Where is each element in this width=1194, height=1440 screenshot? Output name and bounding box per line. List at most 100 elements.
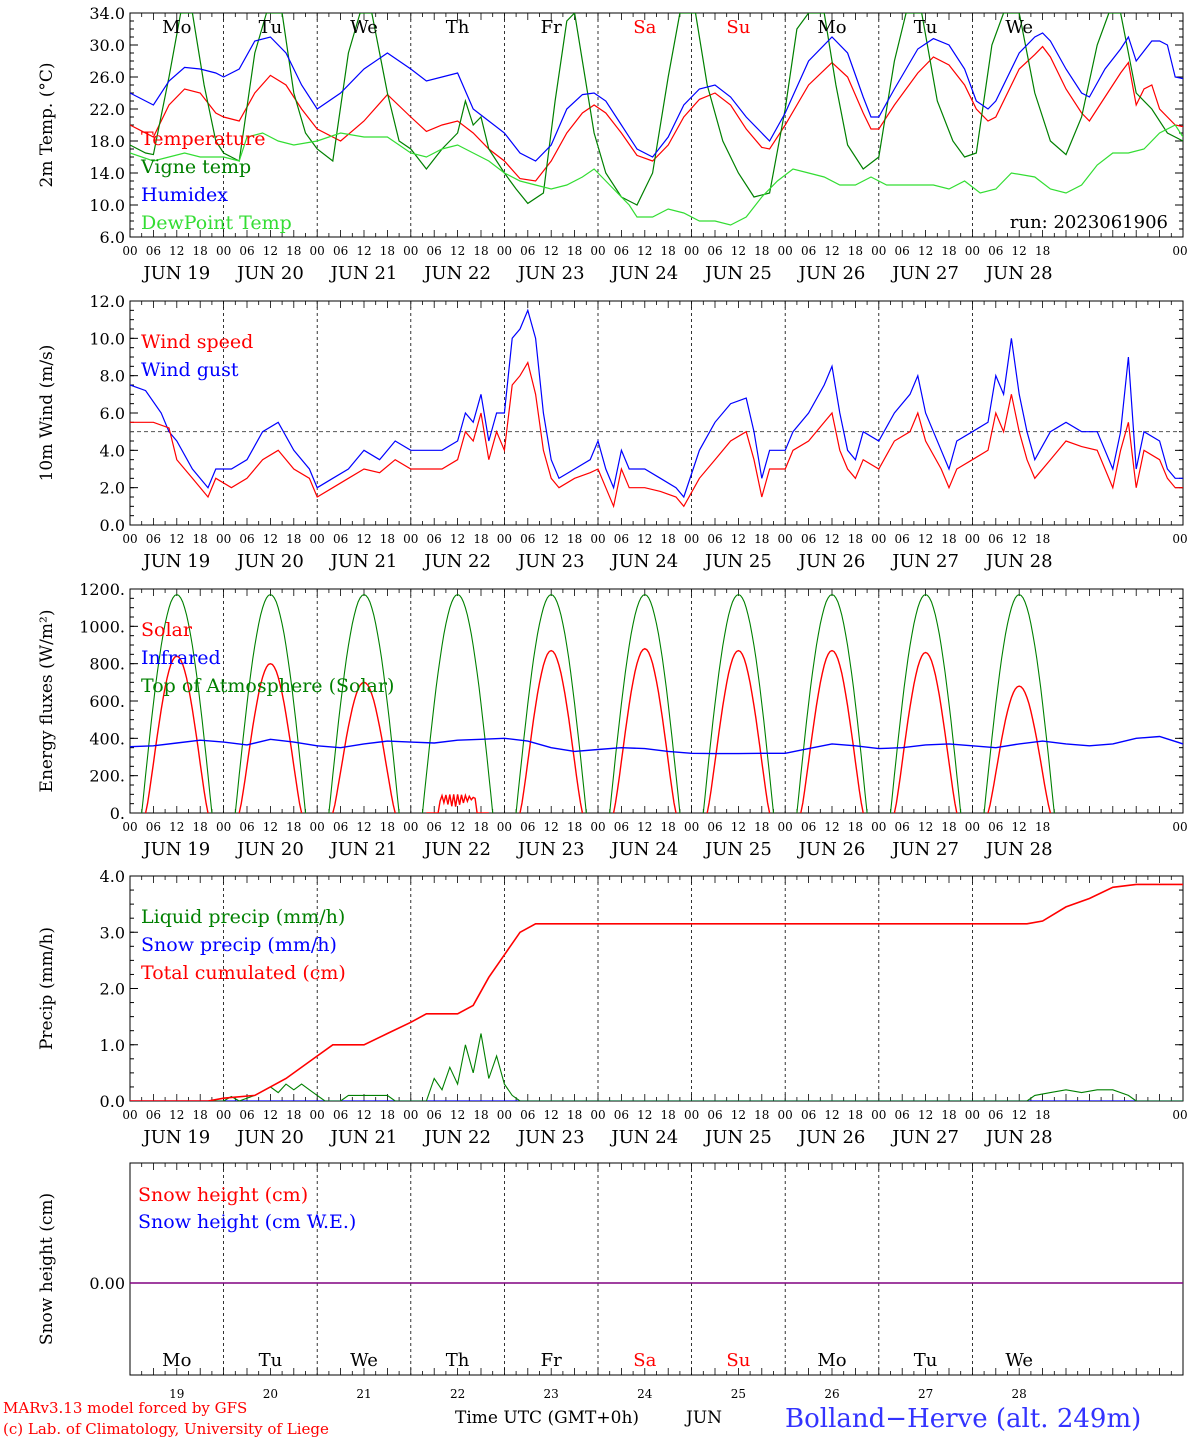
day-abbr: Mo [162, 17, 191, 38]
x-tick-label: 00 [778, 532, 793, 546]
x-tick-label: 00 [590, 1108, 605, 1122]
y-tick-label: 0.0 [100, 1092, 125, 1111]
x-tick-label: 18 [1035, 820, 1050, 834]
day-number: 21 [356, 1387, 371, 1401]
x-tick-label: 00 [590, 532, 605, 546]
y-tick-label: 2.0 [100, 479, 125, 498]
x-date-label: JUN 21 [329, 1127, 398, 1148]
x-date-label: JUN 21 [329, 839, 398, 860]
y-tick-label: 30.0 [89, 36, 125, 55]
x-tick-label: 00 [497, 532, 512, 546]
day-number: 19 [169, 1387, 184, 1401]
x-tick-label: 12 [169, 820, 184, 834]
x-date-label: JUN 19 [141, 839, 210, 860]
y-tick-label: 4.0 [100, 441, 125, 460]
x-tick-label: 00 [497, 244, 512, 258]
x-tick-label: 00 [965, 820, 980, 834]
station-name: Bolland−Herve (alt. 249m) [785, 1404, 1141, 1434]
x-date-label: JUN 24 [609, 1127, 678, 1148]
x-tick-label: 18 [286, 244, 301, 258]
x-date-label: JUN 28 [984, 263, 1053, 284]
x-tick-label: 12 [637, 820, 652, 834]
x-date-label: JUN 24 [609, 551, 678, 572]
x-tick-label: 12 [356, 820, 371, 834]
x-tick-label: 12 [1012, 820, 1027, 834]
x-tick-label: 06 [333, 532, 348, 546]
day-abbr: Th [446, 17, 470, 38]
y-axis-label: 2m Temp. (°C) [37, 62, 57, 187]
day-number: 22 [450, 1387, 465, 1401]
x-tick-label: 06 [988, 820, 1003, 834]
x-tick-label: 06 [333, 820, 348, 834]
x-tick-label: 00 [1172, 244, 1187, 258]
x-tick-label: 12 [918, 532, 933, 546]
x-tick-label: 06 [520, 820, 535, 834]
x-date-label: JUN 19 [141, 263, 210, 284]
solar-arch [706, 649, 771, 813]
x-date-label: JUN 22 [422, 839, 491, 860]
y-tick-label: 4.0 [100, 867, 125, 886]
x-date-label: JUN 27 [890, 263, 959, 284]
x-tick-label: 18 [1035, 532, 1050, 546]
solar-arch [893, 651, 958, 813]
x-date-label: JUN 27 [890, 839, 959, 860]
x-tick-label: 18 [941, 1108, 956, 1122]
x-tick-label: 12 [731, 244, 746, 258]
legend-entry: Temperature [141, 128, 265, 150]
day-abbr: Fr [541, 17, 562, 38]
day-abbr: Mo [817, 17, 846, 38]
day-abbr: Mo [162, 1350, 191, 1371]
x-tick-label: 18 [380, 820, 395, 834]
x-tick-label: 18 [661, 820, 676, 834]
x-tick-label: 18 [193, 244, 208, 258]
legend-entry: Liquid precip (mm/h) [141, 906, 345, 928]
legend-entry: Wind gust [141, 359, 239, 381]
y-tick-label: 0.00 [89, 1274, 125, 1293]
x-tick-label: 12 [263, 820, 278, 834]
x-tick-label: 00 [216, 820, 231, 834]
x-tick-label: 18 [286, 1108, 301, 1122]
x-tick-label: 00 [310, 820, 325, 834]
x-tick-label: 18 [567, 244, 582, 258]
x-date-label: JUN 22 [422, 263, 491, 284]
x-tick-label: 00 [122, 1108, 137, 1122]
toa-arch [141, 594, 213, 813]
x-tick-label: 12 [824, 1108, 839, 1122]
day-number: 23 [544, 1387, 559, 1401]
toa-arch [983, 594, 1055, 813]
x-tick-label: 00 [122, 244, 137, 258]
x-tick-label: 00 [122, 820, 137, 834]
x-tick-label: 12 [731, 532, 746, 546]
x-axis-month: JUN [684, 1408, 722, 1428]
x-date-label: JUN 26 [797, 1127, 866, 1148]
x-date-label: JUN 28 [984, 551, 1053, 572]
x-tick-label: 00 [684, 820, 699, 834]
series-red [130, 45, 1183, 182]
x-tick-label: 06 [988, 1108, 1003, 1122]
solar-arch [144, 655, 209, 813]
legend-entry: Humidex [141, 184, 228, 206]
x-tick-label: 06 [239, 532, 254, 546]
x-tick-label: 12 [637, 532, 652, 546]
x-tick-label: 00 [684, 532, 699, 546]
legend-entry: Solar [141, 619, 193, 641]
y-tick-label: 1.0 [100, 1036, 125, 1055]
toa-arch [234, 594, 307, 813]
copyright-credit: (c) Lab. of Climatology, University of L… [3, 1420, 329, 1438]
x-tick-label: 12 [356, 532, 371, 546]
x-tick-label: 00 [778, 820, 793, 834]
x-tick-label: 12 [263, 244, 278, 258]
legend-entry: Vigne temp [140, 156, 251, 178]
x-date-label: JUN 20 [235, 263, 304, 284]
x-tick-label: 06 [614, 1108, 629, 1122]
day-abbr: Mo [817, 1350, 846, 1371]
x-date-label: JUN 28 [984, 839, 1053, 860]
x-tick-label: 12 [450, 532, 465, 546]
x-date-label: JUN 23 [516, 839, 585, 860]
x-date-label: JUN 27 [890, 551, 959, 572]
x-tick-label: 00 [122, 532, 137, 546]
x-tick-label: 06 [895, 820, 910, 834]
x-tick-label: 06 [801, 1108, 816, 1122]
legend-entry: Total cumulated (cm) [141, 962, 346, 984]
day-abbr: Su [726, 1350, 750, 1371]
